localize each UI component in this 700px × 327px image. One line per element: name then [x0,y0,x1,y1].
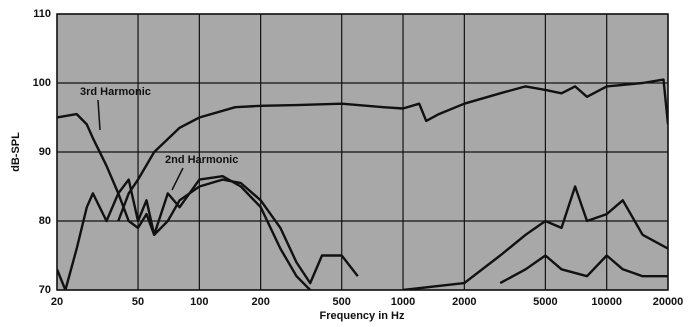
y-axis-label: dB-SPL [10,132,22,172]
x-tick-label: 100 [190,296,208,308]
y-tick-label: 110 [33,8,51,20]
x-tick-label: 20 [51,296,63,308]
label-arrow [171,167,184,191]
series-label: 3rd Harmonic [80,86,151,98]
x-tick-label: 1000 [391,296,415,308]
x-tick-label: 200 [251,296,269,308]
x-axis-label: Frequency in Hz [320,310,405,322]
series-label: 2nd Harmonic [165,154,238,166]
y-tick-label: 70 [39,284,51,296]
series-line [57,112,668,285]
x-tick-label: 10000 [591,296,622,308]
x-tick-label: 50 [132,296,144,308]
x-tick-label: 5000 [533,296,557,308]
x-tick-label: 20000 [653,296,684,308]
x-tick-label: 2000 [452,296,476,308]
series-line [57,175,668,290]
y-tick-label: 90 [39,146,51,158]
y-tick-label: 100 [33,77,51,89]
label-arrow [97,99,101,131]
x-tick-label: 500 [333,296,351,308]
y-tick-label: 80 [39,215,51,227]
series-line [117,78,668,222]
